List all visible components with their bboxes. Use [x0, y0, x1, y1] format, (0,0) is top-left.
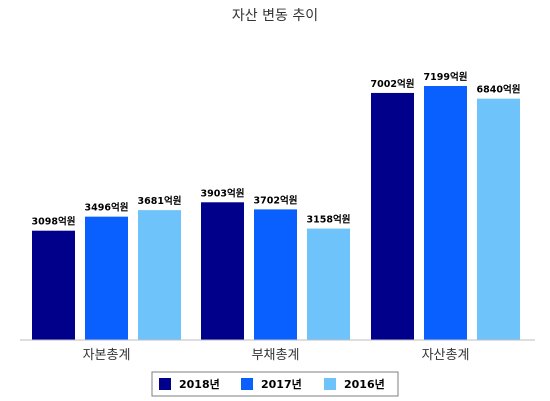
data-label-1-0: 3903억원 [201, 187, 245, 199]
data-label-2-1: 7199억원 [424, 71, 468, 83]
legend-swatch-2 [324, 378, 336, 390]
bar-0-0 [32, 230, 75, 340]
bar-2-2 [477, 98, 520, 341]
legend-label-2: 2016년 [344, 377, 385, 391]
data-label-0-1: 3496억원 [85, 202, 129, 214]
data-label-2-0: 7002억원 [371, 78, 415, 90]
bar-1-0 [201, 202, 244, 340]
data-label-2-2: 6840억원 [477, 84, 521, 96]
category-label-2: 자산총계 [422, 348, 470, 363]
data-label-1-1: 3702억원 [254, 194, 298, 206]
data-label-0-2: 3681억원 [138, 195, 182, 207]
bar-2-1 [424, 86, 467, 340]
category-label-0: 자본총계 [83, 348, 131, 363]
legend: 2018년 2017년 2016년 [151, 371, 399, 397]
category-label-1: 부채총계 [252, 348, 300, 363]
bar-2-0 [371, 92, 414, 341]
bar-1-2 [307, 228, 350, 340]
legend-swatch-0 [159, 378, 171, 390]
legend-box [151, 371, 399, 397]
legend-swatch-1 [241, 378, 253, 390]
legend-label-0: 2018년 [179, 377, 220, 391]
bar-1-1 [254, 209, 297, 340]
data-labels-group: 3098억원 3496억원 3681억원 3903억원 3702억원 3158억원 7002… [32, 71, 521, 228]
bar-0-1 [85, 216, 128, 340]
legend-label-1: 2017년 [261, 377, 302, 391]
bars-group [32, 86, 520, 341]
bar-0-2 [138, 210, 181, 340]
data-label-1-2: 3158억원 [307, 214, 351, 226]
chart-title: 자산 변동 추이 [232, 8, 318, 24]
data-label-0-0: 3098억원 [32, 216, 76, 228]
category-labels-group: 자본총계 부채총계 자산총계 [83, 348, 470, 363]
